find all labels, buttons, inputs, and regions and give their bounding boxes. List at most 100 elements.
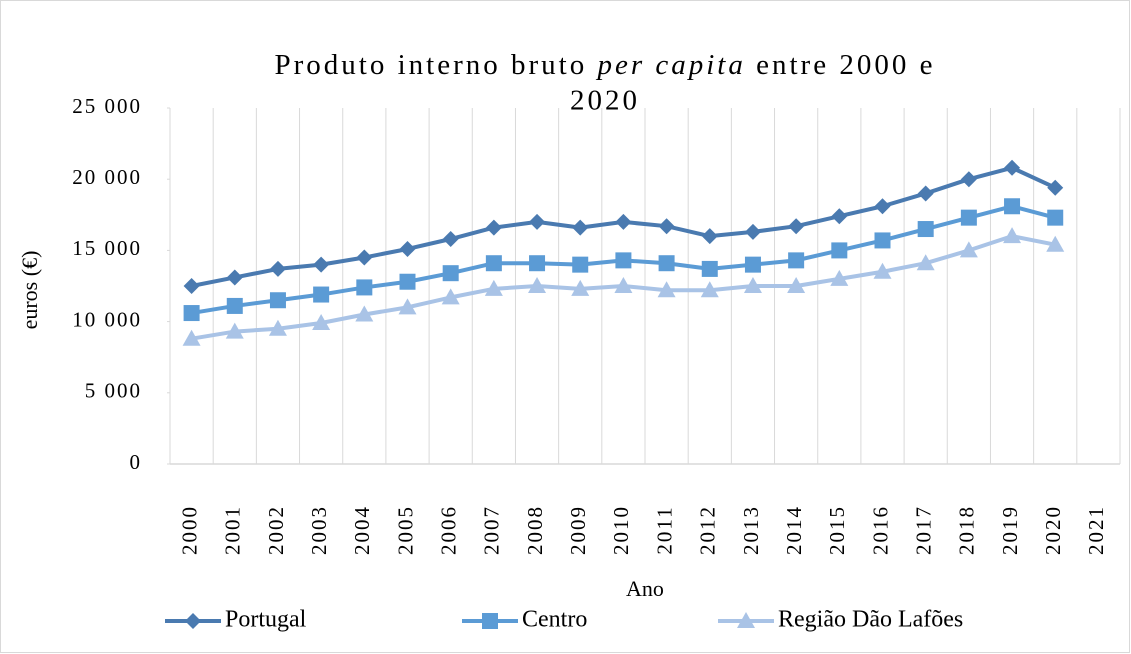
marker [398,298,417,315]
marker [830,269,849,286]
x-tick-label: 2013 [739,505,763,555]
marker [960,171,977,188]
marker [916,254,935,271]
marker [960,209,977,226]
marker [485,219,502,236]
y-tick-label: 15 000 [72,236,142,260]
marker [528,277,547,293]
x-tick-label: 2017 [911,505,935,555]
x-tick-label: 2020 [1041,505,1065,555]
marker [185,613,201,629]
marker [959,241,978,258]
marker [355,305,374,322]
marker [737,612,755,628]
marker [1047,179,1064,196]
x-tick-label: 2002 [264,505,288,555]
marker [269,260,286,277]
marker [313,256,330,273]
marker [615,213,632,230]
marker [787,277,806,293]
x-tick-label: 2005 [393,505,417,555]
marker [658,218,675,235]
x-tick-label: 2003 [307,505,331,555]
y-tick-label: 5 000 [85,379,142,403]
x-tick-label: 2019 [998,505,1022,555]
x-tick-label: 2008 [523,505,547,555]
marker [226,269,243,286]
marker [485,255,502,272]
marker [571,279,590,296]
y-axis-label: euros (€) [17,251,42,330]
marker [442,231,459,248]
marker [615,252,632,269]
marker [399,240,416,257]
legend-label: Portugal [225,607,307,633]
marker [873,262,892,279]
x-tick-label: 2011 [652,505,676,554]
marker [743,277,762,293]
x-tick-label: 2000 [177,505,201,555]
marker [356,279,373,296]
x-tick-label: 2014 [782,505,806,555]
legend-label: Centro [522,607,587,633]
marker [874,232,891,249]
x-tick-label: 2007 [480,505,504,555]
marker [1046,235,1065,252]
marker [788,252,805,269]
marker [1004,159,1021,176]
marker [529,213,546,230]
marker [744,256,761,273]
marker [831,242,848,259]
marker [701,260,718,277]
x-tick-label: 2004 [350,505,374,555]
marker [312,314,331,331]
x-tick-label: 2009 [566,505,590,555]
marker [529,255,546,272]
marker [657,281,676,298]
x-tick-label: 2018 [955,505,979,555]
x-axis-label: Ano [626,576,664,601]
marker [182,329,201,346]
marker [572,219,589,236]
y-tick-label: 0 [130,450,143,474]
marker [744,223,761,240]
x-tick-label: 2006 [436,505,460,555]
x-tick-label: 2015 [825,505,849,555]
marker [442,265,459,282]
chart-title: 2020 [570,85,640,117]
x-tick-label: 2010 [609,505,633,555]
title-part: per capita [595,49,745,81]
marker [183,305,200,322]
marker [874,198,891,215]
y-tick-label: 10 000 [72,307,142,331]
marker [183,278,200,294]
marker [482,613,498,629]
marker [614,277,633,293]
marker [917,221,934,238]
y-tick-label: 20 000 [72,165,142,189]
marker [1004,198,1021,215]
legend-label: Região Dão Lafões [778,607,963,633]
marker [700,281,719,298]
title-part: entre 2000 e [756,49,935,81]
marker [356,249,373,266]
chart-title: Produto interno bruto per capita entre 2… [275,49,936,81]
x-tick-label: 2012 [696,505,720,555]
marker [701,228,718,245]
marker [572,256,589,273]
x-tick-label: 2021 [1084,505,1108,555]
x-tick-label: 2001 [221,505,245,555]
title-part: Produto interno bruto [275,49,588,81]
marker [269,292,286,309]
marker [788,218,805,235]
x-tick-label: 2016 [868,505,892,555]
marker [313,286,330,303]
marker [225,322,244,339]
marker [484,279,503,296]
marker [226,297,243,314]
marker [831,208,848,225]
y-tick-label: 25 000 [72,94,142,118]
marker [1047,209,1064,226]
marker [917,185,934,202]
